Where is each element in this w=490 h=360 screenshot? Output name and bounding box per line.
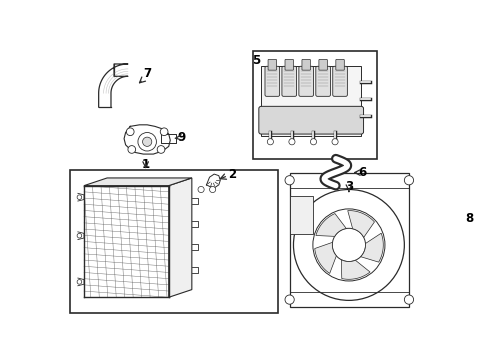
Text: 7: 7 xyxy=(143,67,151,81)
Bar xyxy=(290,172,409,307)
Circle shape xyxy=(311,139,317,145)
Polygon shape xyxy=(316,213,346,237)
Polygon shape xyxy=(348,211,374,237)
Text: 9: 9 xyxy=(178,131,186,144)
Circle shape xyxy=(313,209,385,281)
Text: 6: 6 xyxy=(359,166,367,179)
FancyBboxPatch shape xyxy=(319,59,327,70)
Polygon shape xyxy=(361,233,383,262)
FancyBboxPatch shape xyxy=(333,66,347,96)
Text: 8: 8 xyxy=(465,212,473,225)
Circle shape xyxy=(160,128,168,136)
Circle shape xyxy=(157,145,165,153)
Polygon shape xyxy=(206,174,220,188)
Circle shape xyxy=(138,132,156,151)
Text: 3: 3 xyxy=(345,180,353,193)
Circle shape xyxy=(404,176,414,185)
Circle shape xyxy=(198,186,204,193)
Circle shape xyxy=(268,139,273,145)
Circle shape xyxy=(332,139,338,145)
FancyBboxPatch shape xyxy=(282,66,296,96)
FancyBboxPatch shape xyxy=(285,59,294,70)
Circle shape xyxy=(285,176,294,185)
Circle shape xyxy=(289,139,295,145)
Circle shape xyxy=(77,233,82,238)
FancyBboxPatch shape xyxy=(302,59,311,70)
Circle shape xyxy=(210,186,216,193)
Polygon shape xyxy=(84,178,192,186)
Text: 2: 2 xyxy=(228,168,236,181)
Circle shape xyxy=(128,145,136,153)
Polygon shape xyxy=(342,260,370,279)
Bar xyxy=(290,195,313,234)
FancyBboxPatch shape xyxy=(259,106,364,134)
Polygon shape xyxy=(124,125,171,154)
Circle shape xyxy=(77,280,82,284)
FancyBboxPatch shape xyxy=(336,59,344,70)
Bar xyxy=(261,66,361,136)
Polygon shape xyxy=(161,134,176,143)
Circle shape xyxy=(143,137,152,147)
Circle shape xyxy=(126,128,134,136)
FancyBboxPatch shape xyxy=(268,59,276,70)
Polygon shape xyxy=(482,199,490,237)
Circle shape xyxy=(285,295,294,304)
Circle shape xyxy=(294,189,404,300)
Polygon shape xyxy=(478,239,490,283)
FancyBboxPatch shape xyxy=(265,66,280,96)
Text: 1: 1 xyxy=(142,158,150,171)
Polygon shape xyxy=(169,178,192,297)
Circle shape xyxy=(332,228,366,262)
FancyBboxPatch shape xyxy=(316,66,330,96)
Text: 5: 5 xyxy=(252,54,261,67)
Circle shape xyxy=(475,189,490,316)
Bar xyxy=(253,51,377,159)
Bar xyxy=(70,170,278,313)
Circle shape xyxy=(404,295,414,304)
Polygon shape xyxy=(98,64,128,107)
FancyBboxPatch shape xyxy=(299,66,314,96)
Polygon shape xyxy=(315,242,336,274)
Circle shape xyxy=(77,195,82,199)
